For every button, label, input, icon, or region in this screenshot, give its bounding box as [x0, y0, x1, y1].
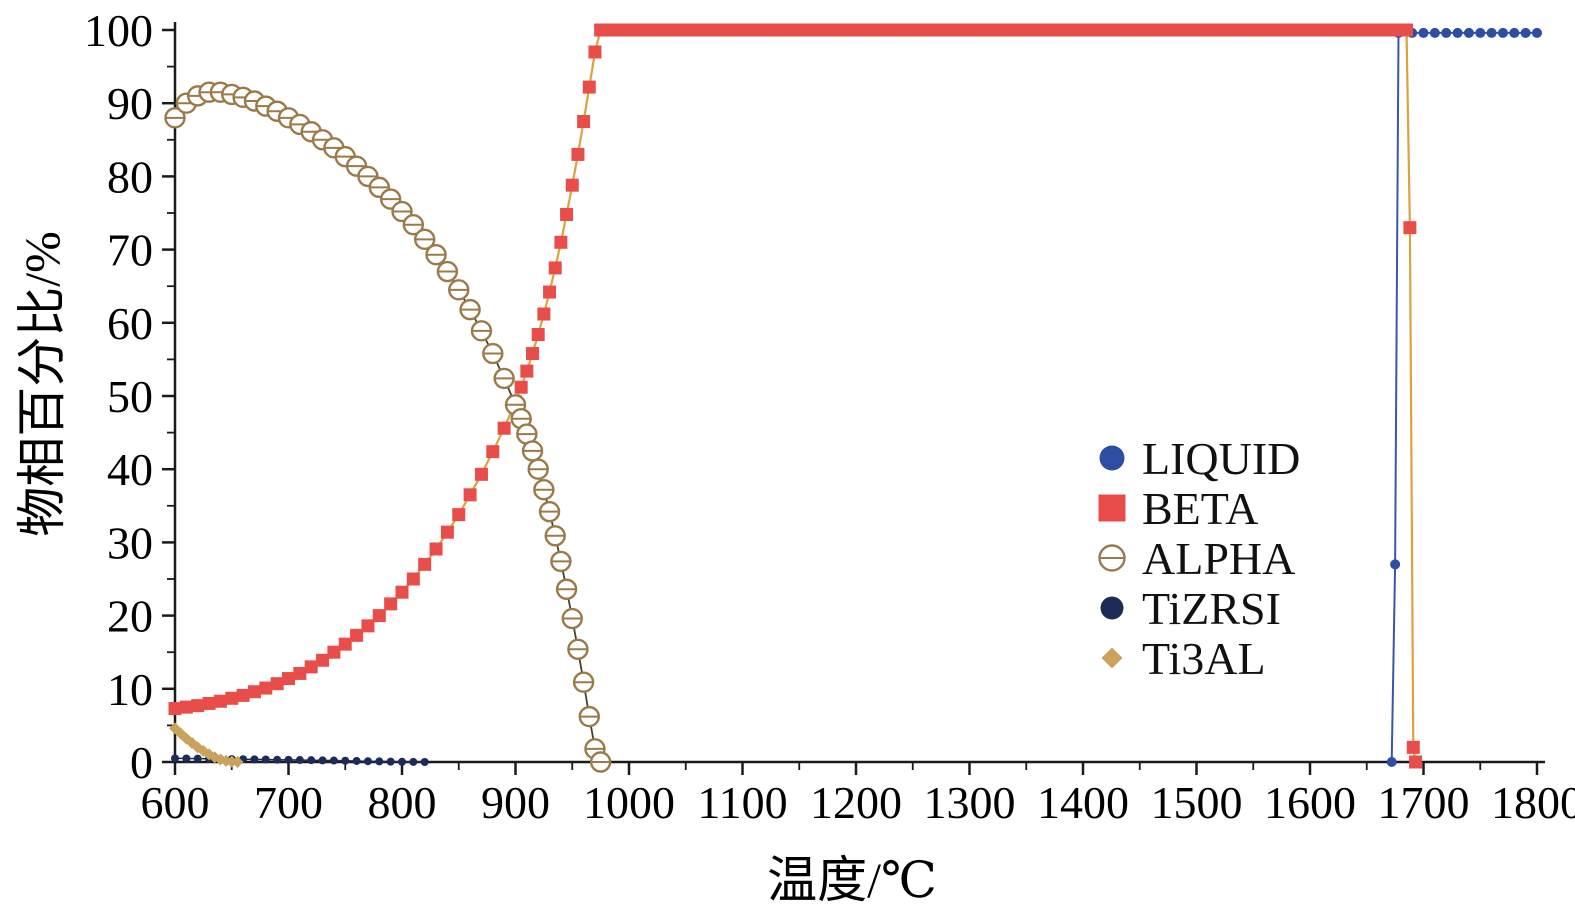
y-tick-label: 60: [107, 298, 153, 349]
x-tick-label: 1800: [1491, 777, 1575, 828]
legend-label: Ti3AL: [1142, 633, 1266, 684]
legend-label: LIQUID: [1142, 433, 1300, 484]
legend-item-ti3al: Ti3AL: [1101, 633, 1266, 684]
x-tick-label: 700: [254, 777, 323, 828]
series-beta: [168, 23, 1423, 769]
x-axis-title: 温度/℃: [767, 852, 937, 908]
x-tick-label: 600: [141, 777, 210, 828]
x-tick-label: 1400: [1037, 777, 1129, 828]
x-tick-label: 1100: [697, 777, 787, 828]
y-axis: 0 10 20 30 40 50 60 70 80 90 100: [84, 5, 175, 788]
x-tick-label: 800: [368, 777, 437, 828]
y-axis-title: 物相百分比/%: [14, 231, 70, 537]
x-tick-label: 1500: [1151, 777, 1243, 828]
legend-label: BETA: [1142, 483, 1258, 534]
x-tick-label: 1300: [924, 777, 1016, 828]
x-tick-label: 1600: [1264, 777, 1356, 828]
legend-item-alpha: ALPHA: [1098, 533, 1295, 584]
y-tick-label: 40: [107, 444, 153, 495]
series-ti3al: [169, 722, 244, 768]
y-tick-label: 100: [84, 5, 153, 56]
axes: [173, 22, 1545, 764]
series-alpha: [164, 81, 612, 773]
y-tick-label: 0: [130, 737, 153, 788]
x-tick-label: 1000: [583, 777, 675, 828]
legend-item-liquid: LIQUID: [1099, 433, 1300, 484]
y-tick-label: 90: [107, 78, 153, 129]
legend-label: ALPHA: [1142, 533, 1295, 584]
y-tick-label: 50: [107, 371, 153, 422]
x-tick-label: 1200: [810, 777, 902, 828]
legend-item-tizrsi: TiZRSI: [1100, 583, 1281, 634]
y-tick-label: 20: [107, 591, 153, 642]
x-tick-label: 1700: [1378, 777, 1470, 828]
x-axis: 600 700 800 900 1000 1100 1200 1300 1400 1500 1600…: [141, 762, 1575, 828]
y-tick-label: 80: [107, 151, 153, 202]
y-tick-label: 30: [107, 517, 153, 568]
legend-item-beta: BETA: [1098, 483, 1258, 534]
legend-label: TiZRSI: [1142, 583, 1281, 634]
series-tizrsi: [171, 754, 429, 766]
x-tick-label: 900: [481, 777, 550, 828]
y-tick-label: 70: [107, 225, 153, 276]
y-tick-label: 10: [107, 664, 153, 715]
